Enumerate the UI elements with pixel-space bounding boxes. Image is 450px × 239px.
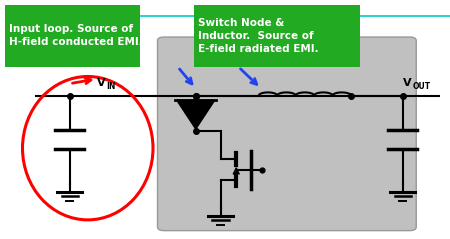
- Text: Switch Node &
Inductor.  Source of
E-field radiated EMI.: Switch Node & Inductor. Source of E-fiel…: [198, 18, 319, 54]
- Text: OUT: OUT: [413, 82, 431, 91]
- Text: IN: IN: [107, 82, 116, 91]
- Bar: [4, 5, 140, 67]
- Text: Input loop. Source of
H-field conducted EMI.: Input loop. Source of H-field conducted …: [9, 24, 143, 48]
- Polygon shape: [177, 100, 215, 129]
- FancyBboxPatch shape: [158, 37, 416, 231]
- Text: V: V: [403, 78, 411, 88]
- Bar: [194, 5, 360, 67]
- Text: V: V: [97, 78, 105, 88]
